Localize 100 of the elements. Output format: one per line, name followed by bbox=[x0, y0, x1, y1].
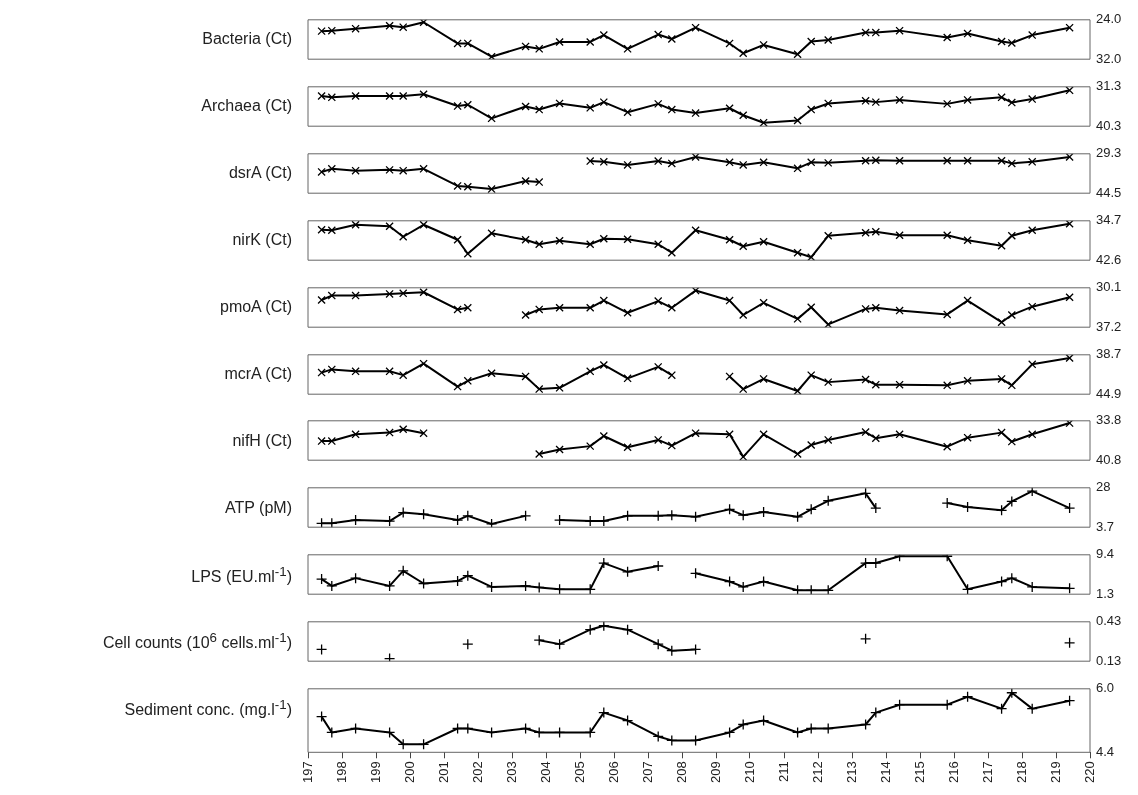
point bbox=[599, 234, 608, 243]
y-axis-title: LPS (EU.ml$^{-1}$) bbox=[191, 563, 292, 586]
point bbox=[725, 103, 734, 113]
point bbox=[1007, 98, 1016, 107]
y-axis-title: Bacteria (Ct) bbox=[202, 30, 292, 49]
point bbox=[623, 160, 632, 169]
point bbox=[1065, 292, 1074, 302]
point bbox=[419, 429, 428, 438]
point bbox=[463, 249, 472, 258]
point bbox=[586, 442, 595, 451]
point bbox=[327, 291, 336, 300]
point bbox=[895, 26, 904, 35]
point bbox=[861, 156, 870, 165]
point bbox=[555, 99, 564, 108]
point bbox=[759, 237, 768, 246]
point bbox=[667, 34, 676, 44]
point bbox=[691, 23, 700, 32]
x-tick-label: 216 bbox=[945, 761, 961, 784]
point bbox=[586, 366, 595, 376]
point bbox=[1063, 637, 1076, 649]
point bbox=[1065, 86, 1074, 95]
point bbox=[535, 239, 544, 249]
point bbox=[807, 441, 816, 450]
point bbox=[399, 425, 408, 434]
point bbox=[555, 236, 564, 245]
point bbox=[462, 722, 474, 735]
point bbox=[385, 21, 394, 30]
point bbox=[1006, 688, 1018, 699]
point bbox=[1028, 94, 1037, 104]
point bbox=[739, 160, 748, 169]
point bbox=[555, 445, 564, 455]
point bbox=[666, 509, 678, 522]
point bbox=[895, 230, 904, 240]
x-tick-label: 217 bbox=[979, 761, 995, 784]
point bbox=[586, 103, 595, 112]
point bbox=[739, 110, 748, 120]
point bbox=[535, 105, 544, 114]
point bbox=[487, 52, 496, 60]
point bbox=[485, 581, 498, 593]
point bbox=[871, 28, 880, 37]
point bbox=[462, 570, 474, 582]
point bbox=[399, 23, 408, 32]
point bbox=[652, 730, 664, 743]
x-tick-label: 215 bbox=[911, 761, 927, 784]
point bbox=[586, 156, 595, 166]
point bbox=[419, 220, 428, 229]
point bbox=[725, 157, 734, 167]
point bbox=[666, 645, 678, 657]
point bbox=[723, 504, 736, 516]
point bbox=[487, 228, 496, 238]
point bbox=[487, 184, 496, 194]
point bbox=[385, 91, 394, 101]
point bbox=[586, 303, 595, 312]
point bbox=[417, 738, 430, 751]
point bbox=[652, 638, 664, 650]
point bbox=[317, 437, 326, 446]
point bbox=[521, 176, 530, 186]
point bbox=[997, 428, 1006, 438]
point bbox=[759, 298, 768, 307]
point bbox=[963, 376, 972, 385]
y-tick-label: 4.4 bbox=[1096, 743, 1115, 759]
point bbox=[997, 156, 1006, 165]
point bbox=[599, 360, 608, 369]
point bbox=[805, 504, 817, 516]
point bbox=[793, 314, 802, 323]
point bbox=[451, 575, 464, 587]
point bbox=[995, 703, 1008, 715]
point bbox=[807, 370, 816, 379]
y-tick-label: 42.6 bbox=[1096, 251, 1122, 267]
point bbox=[667, 105, 676, 114]
y-tick-label: 44.9 bbox=[1096, 385, 1122, 401]
point bbox=[824, 231, 833, 240]
point bbox=[453, 235, 462, 244]
point bbox=[397, 565, 409, 577]
point bbox=[419, 287, 428, 297]
point bbox=[943, 442, 952, 452]
point bbox=[1028, 430, 1037, 439]
point bbox=[871, 303, 880, 312]
point bbox=[521, 371, 530, 381]
point bbox=[1065, 421, 1074, 428]
point bbox=[654, 362, 663, 371]
point bbox=[519, 510, 532, 522]
point bbox=[399, 288, 408, 298]
point bbox=[654, 436, 663, 445]
x-tick-label: 202 bbox=[469, 761, 485, 784]
point bbox=[997, 37, 1006, 46]
point bbox=[317, 167, 326, 176]
x-tick-label: 208 bbox=[673, 761, 689, 784]
point bbox=[723, 576, 736, 588]
point bbox=[725, 39, 734, 48]
point bbox=[739, 453, 748, 461]
point bbox=[871, 380, 880, 389]
point bbox=[623, 443, 632, 452]
point bbox=[553, 726, 566, 739]
point bbox=[943, 33, 952, 42]
y-axis-title: Archaea (Ct) bbox=[201, 97, 292, 116]
y-tick-label: 30.1 bbox=[1096, 279, 1122, 294]
point bbox=[807, 37, 816, 46]
point bbox=[654, 239, 663, 249]
point bbox=[598, 707, 610, 719]
